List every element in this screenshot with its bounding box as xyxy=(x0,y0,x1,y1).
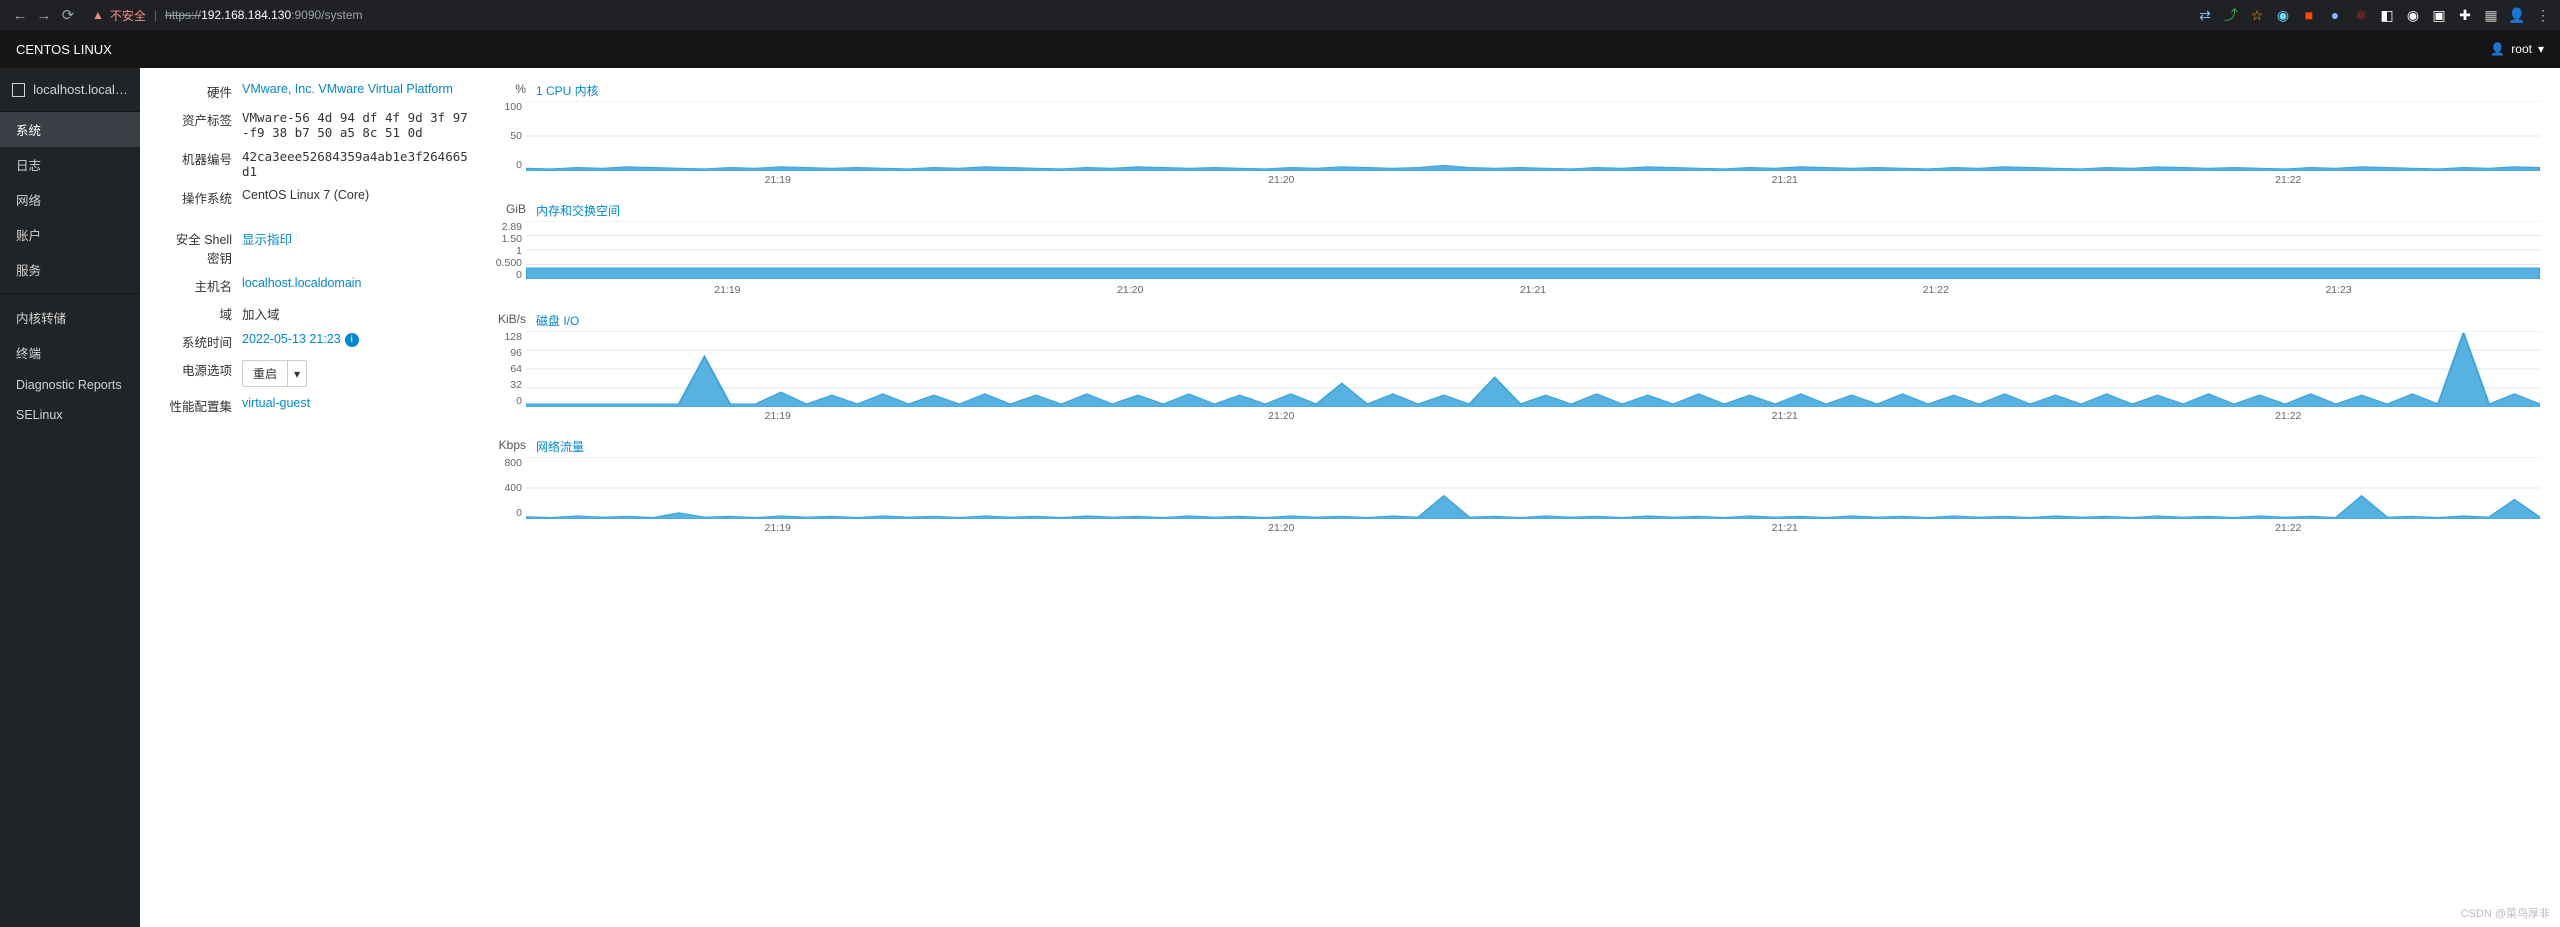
extension-icon[interactable]: ⋮ xyxy=(2534,6,2552,24)
url-protocol: https:// xyxy=(165,8,201,22)
mem-chart-link[interactable]: 内存和交换空间 xyxy=(536,202,620,219)
extension-icon[interactable]: 👤 xyxy=(2508,6,2526,24)
extension-icon[interactable]: ◉ xyxy=(2274,6,2292,24)
os-name: CentOS Linux 7 (Core) xyxy=(242,188,470,207)
sidebar-item[interactable]: 网络 xyxy=(0,182,140,217)
address-bar[interactable]: ▲ 不安全 | https:// 192.168.184.130 :9090/s… xyxy=(92,7,2196,24)
app-header: CENTOS LINUX 👤 root ▾ xyxy=(0,30,2560,68)
back-icon[interactable]: ← xyxy=(8,7,32,24)
extension-icon[interactable]: ⚛ xyxy=(2352,6,2370,24)
insecure-label: 不安全 xyxy=(110,7,146,24)
machine-id: 42ca3eee52684359a4ab1e3f264665d1 xyxy=(242,149,470,179)
extension-icon[interactable]: ● xyxy=(2326,6,2344,24)
extension-icon[interactable]: ☆ xyxy=(2248,6,2266,24)
extension-icon[interactable]: ⇄ xyxy=(2196,6,2214,24)
brand-label: CENTOS LINUX xyxy=(16,42,112,57)
ssh-fingerprint-link[interactable]: 显示指印 xyxy=(242,233,292,247)
sidebar-item[interactable]: 内核转储 xyxy=(0,300,140,335)
perf-profile-link[interactable]: virtual-guest xyxy=(242,396,310,410)
disk-chart-link[interactable]: 磁盘 I/O xyxy=(536,312,579,329)
sidebar-item[interactable]: 终端 xyxy=(0,335,140,370)
host-label: localhost.locald… xyxy=(33,82,128,97)
extension-icon[interactable]: ▦ xyxy=(2482,6,2500,24)
net-chart-link[interactable]: 网络流量 xyxy=(536,438,584,455)
disk-chart: KiB/s磁盘 I/O128966432021:1921:2021:2121:2… xyxy=(494,312,2540,422)
asset-tag: VMware-56 4d 94 df 4f 9d 3f 97-f9 38 b7 … xyxy=(242,110,470,140)
user-menu[interactable]: 👤 root ▾ xyxy=(2490,42,2544,56)
user-icon: 👤 xyxy=(2490,42,2505,56)
chevron-down-icon: ▾ xyxy=(2538,42,2544,56)
server-icon xyxy=(12,83,25,97)
extension-icon[interactable]: ◉ xyxy=(2404,6,2422,24)
user-name: root xyxy=(2511,42,2532,56)
chevron-down-icon[interactable]: ▾ xyxy=(287,361,306,386)
sidebar-item[interactable]: 日志 xyxy=(0,147,140,182)
content-pane: 硬件 VMware, Inc. VMware Virtual Platform … xyxy=(140,68,2560,927)
hardware-link[interactable]: VMware, Inc. VMware Virtual Platform xyxy=(242,82,453,96)
sidebar-item[interactable]: SELinux xyxy=(0,400,140,430)
sidebar-item[interactable]: 系统 xyxy=(0,112,140,147)
extension-icon[interactable]: ✚ xyxy=(2456,6,2474,24)
domain-value: 加入域 xyxy=(242,304,470,323)
info-icon[interactable]: i xyxy=(345,333,359,347)
hostname-link[interactable]: localhost.localdomain xyxy=(242,276,362,290)
system-info-block-1: 硬件 VMware, Inc. VMware Virtual Platform … xyxy=(160,82,470,207)
system-time-link[interactable]: 2022-05-13 21:23 xyxy=(242,332,341,346)
mem-chart: GiB内存和交换空间2.891.5010.500021:1921:2021:21… xyxy=(494,202,2540,296)
sidebar: localhost.locald… 系统日志网络账户服务 内核转储终端Diagn… xyxy=(0,68,140,927)
power-button[interactable]: 重启▾ xyxy=(242,360,307,387)
extension-icon[interactable]: ◧ xyxy=(2378,6,2396,24)
extension-icon[interactable]: ▣ xyxy=(2430,6,2448,24)
url-path: :9090/system xyxy=(291,8,362,22)
url-host: 192.168.184.130 xyxy=(201,8,291,22)
warning-icon: ▲ xyxy=(92,8,104,22)
reload-icon[interactable]: ⟳ xyxy=(56,6,80,24)
host-selector[interactable]: localhost.locald… xyxy=(0,68,140,112)
net-chart: Kbps网络流量800400021:1921:2021:2121:22 xyxy=(494,438,2540,534)
cpu-chart-link[interactable]: 1 CPU 内核 xyxy=(536,82,599,99)
sidebar-item[interactable]: 账户 xyxy=(0,217,140,252)
cpu-chart: %1 CPU 内核10050021:1921:2021:2121:22 xyxy=(494,82,2540,186)
extension-icon[interactable]: ■ xyxy=(2300,6,2318,24)
sidebar-item[interactable]: Diagnostic Reports xyxy=(0,370,140,400)
extension-tray: ⇄ ⤴ ☆ ◉ ■ ● ⚛ ◧ ◉ ▣ ✚ ▦ 👤 ⋮ xyxy=(2196,6,2552,24)
system-info-block-2: 安全 Shell 密钥 显示指印 主机名 localhost.localdoma… xyxy=(160,229,470,415)
extension-icon[interactable]: ⤴ xyxy=(2222,6,2240,24)
forward-icon[interactable]: → xyxy=(32,7,56,24)
sidebar-item[interactable]: 服务 xyxy=(0,252,140,287)
browser-toolbar: ← → ⟳ ▲ 不安全 | https:// 192.168.184.130 :… xyxy=(0,0,2560,30)
